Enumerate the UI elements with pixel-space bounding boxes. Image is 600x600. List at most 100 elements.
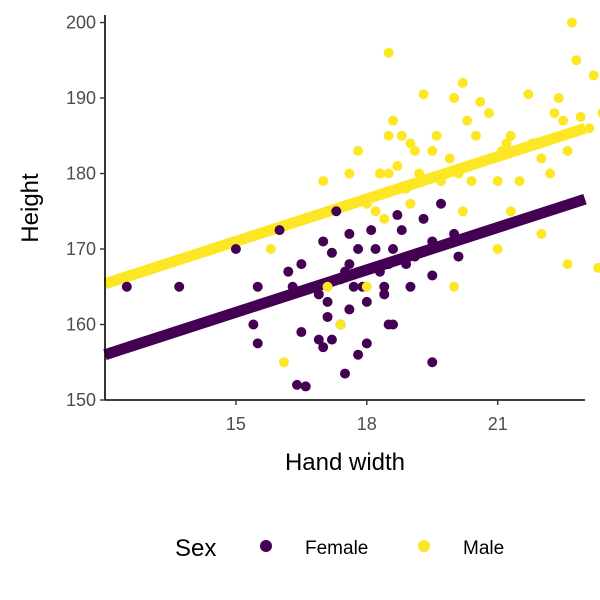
y-axis-title: Height <box>17 173 44 243</box>
point-male <box>449 281 460 292</box>
y-axis-ticks: 150 160 170 180 190 200 <box>66 13 105 410</box>
point-female <box>252 338 263 349</box>
point-female <box>449 228 460 239</box>
point-male <box>470 130 481 141</box>
point-male <box>562 259 573 270</box>
point-male <box>553 93 564 104</box>
point-female <box>453 251 464 262</box>
point-male <box>514 176 525 187</box>
point-male <box>361 198 372 209</box>
point-female <box>427 357 438 368</box>
point-male <box>562 145 573 156</box>
point-female <box>344 259 355 270</box>
point-female <box>396 225 407 236</box>
x-tick-label: 21 <box>488 414 508 434</box>
point-male <box>462 115 473 126</box>
point-female <box>383 259 394 270</box>
point-female <box>296 259 307 270</box>
point-male <box>405 198 416 209</box>
point-male <box>457 77 468 88</box>
point-female <box>409 251 420 262</box>
point-male <box>536 228 547 239</box>
point-male <box>392 160 403 171</box>
point-male <box>383 130 394 141</box>
point-male <box>379 213 390 224</box>
point-male <box>593 262 600 273</box>
point-female <box>326 334 337 345</box>
point-female <box>388 319 398 330</box>
point-female <box>322 296 333 307</box>
x-tick-label: 15 <box>226 414 246 434</box>
point-female <box>313 289 324 300</box>
point-male <box>492 244 503 255</box>
point-male <box>505 206 516 217</box>
point-female <box>418 213 429 224</box>
point-female <box>366 225 377 236</box>
y-tick-label: 180 <box>66 164 96 184</box>
point-female <box>230 244 241 255</box>
point-male <box>549 108 560 119</box>
point-male <box>361 281 372 292</box>
point-female <box>318 236 329 247</box>
point-female <box>121 281 132 292</box>
point-male <box>396 130 407 141</box>
point-male <box>523 89 534 100</box>
point-male <box>322 281 333 292</box>
legend: Sex Female Male <box>175 535 504 562</box>
point-female <box>248 319 259 330</box>
point-female <box>283 266 294 277</box>
point-female <box>174 281 185 292</box>
point-male <box>418 89 429 100</box>
fit-lines <box>103 123 587 360</box>
legend-label-female: Female <box>305 538 368 559</box>
legend-label-male: Male <box>463 538 504 559</box>
point-male <box>444 153 455 164</box>
point-male <box>566 17 577 28</box>
point-male <box>353 145 364 156</box>
point-male <box>492 176 503 187</box>
point-female <box>340 266 350 277</box>
point-male <box>427 145 438 156</box>
point-female <box>331 206 342 217</box>
point-female <box>353 349 364 360</box>
point-male <box>374 168 385 179</box>
point-male <box>405 138 416 149</box>
point-female <box>340 368 350 379</box>
point-female <box>370 244 381 255</box>
point-female <box>427 270 438 281</box>
y-tick-label: 190 <box>66 88 96 108</box>
point-male <box>453 168 464 179</box>
data-points <box>121 17 600 392</box>
point-male <box>409 145 420 156</box>
point-female <box>361 338 372 349</box>
point-male <box>265 244 276 255</box>
point-female <box>326 247 337 258</box>
point-female <box>353 244 364 255</box>
point-male <box>588 70 599 81</box>
point-female <box>322 311 333 322</box>
x-axis-ticks: 15 18 21 <box>226 400 508 434</box>
point-male <box>475 96 486 107</box>
legend-key-female <box>260 540 272 552</box>
point-male <box>335 319 346 330</box>
point-male <box>501 138 512 149</box>
point-female <box>274 225 285 236</box>
point-male <box>344 168 355 179</box>
point-male <box>278 357 289 368</box>
point-male <box>545 168 556 179</box>
legend-title: Sex <box>175 535 216 562</box>
point-male <box>575 111 586 122</box>
y-tick-label: 160 <box>66 315 96 335</box>
point-female <box>318 342 329 353</box>
point-female <box>436 198 446 209</box>
point-male <box>457 206 468 217</box>
point-female <box>252 281 263 292</box>
point-male <box>571 55 582 66</box>
point-male <box>484 108 494 119</box>
point-female <box>427 236 438 247</box>
point-male <box>597 108 600 118</box>
y-tick-label: 170 <box>66 239 96 259</box>
point-female <box>379 289 390 300</box>
y-tick-label: 150 <box>66 390 96 410</box>
point-male <box>370 206 381 217</box>
